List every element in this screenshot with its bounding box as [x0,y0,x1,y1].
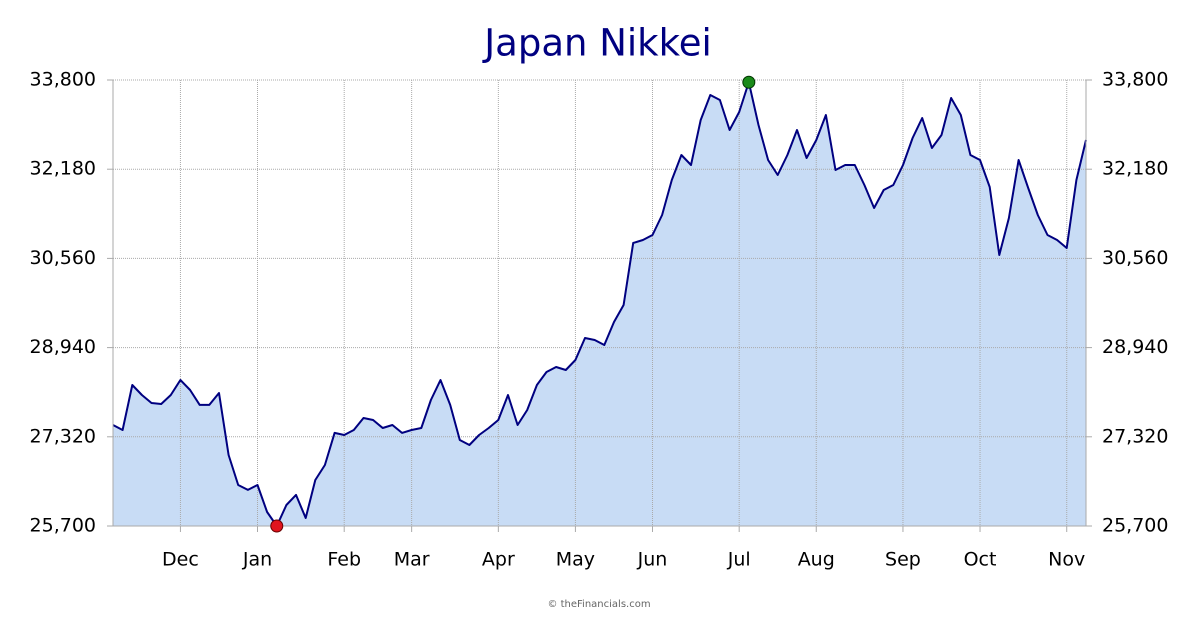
x-tick-label: Oct [964,549,997,571]
area [113,82,1086,526]
footer: © theFinancials.com [547,599,650,610]
y-tick-label-right: 25,700 [1102,515,1168,537]
y-tick-label-right: 28,940 [1102,336,1168,358]
x-tick-label: Jan [242,549,272,571]
x-tick-label: Mar [394,549,430,571]
chart-title: Japan Nikkei [482,22,712,65]
x-tick-label: Sep [885,549,921,571]
min-marker [270,519,284,533]
y-tick-label-right: 33,800 [1102,69,1168,91]
y-tick-label: 25,700 [30,515,96,537]
y-tick-label: 33,800 [30,69,96,91]
y-tick-label: 30,560 [30,247,96,269]
x-tick-label: Apr [482,549,515,571]
y-tick-label-right: 32,180 [1102,158,1168,180]
y-tick-label: 27,320 [30,425,96,447]
y-tick-label-right: 27,320 [1102,425,1168,447]
x-tick-label: Feb [327,549,361,571]
x-tick-label: Nov [1048,549,1085,571]
x-tick-label: May [556,549,595,571]
y-tick-label: 28,940 [30,336,96,358]
x-tick-label: Aug [798,549,835,571]
x-tick-label: Jun [637,549,668,571]
y-tick-label: 32,180 [30,158,96,180]
x-tick-label: Dec [162,549,199,571]
max-marker [742,75,756,89]
y-tick-label-right: 30,560 [1102,247,1168,269]
x-tick-label: Jul [727,549,751,571]
